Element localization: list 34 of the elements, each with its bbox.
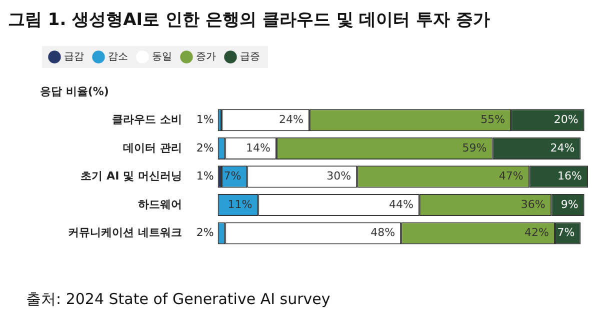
data-label: 7%: [224, 170, 242, 183]
legend-label: 증가: [196, 52, 216, 63]
legend-label: 감소: [108, 52, 128, 63]
data-label: 59%: [462, 141, 487, 154]
legend-label: 급증: [240, 52, 260, 63]
data-label: 20%: [554, 113, 578, 126]
y-tick-label: 커뮤니케이션 네트워크: [68, 226, 182, 240]
legend-label: 급감: [64, 52, 84, 63]
data-label: 1%: [196, 113, 214, 126]
y-tick-label: 하드웨어: [138, 198, 182, 211]
data-label: 24%: [279, 113, 304, 126]
data-label: 1%: [196, 170, 214, 183]
y-tick-label: 초기 AI 및 머신러닝: [80, 170, 182, 183]
data-label: 24%: [550, 141, 575, 154]
data-label: 55%: [480, 113, 506, 126]
data-label: 14%: [246, 141, 270, 154]
y-axis-title: 응답 비율(%): [40, 84, 109, 98]
source-note: 출처: 2024 State of Generative AI survey: [26, 290, 330, 309]
data-label: 30%: [326, 170, 352, 183]
data-label: 7%: [557, 226, 575, 240]
data-label: 9%: [560, 198, 578, 211]
data-label: 48%: [370, 226, 396, 240]
data-label: 11%: [228, 198, 252, 211]
data-label: 36%: [520, 198, 546, 211]
data-label: 2%: [196, 141, 214, 154]
chart-title: 그림 1. 생성형AI로 인한 은행의 클라우드 및 데이터 투자 증가: [8, 9, 490, 31]
data-label: 2%: [196, 226, 214, 240]
data-label: 42%: [524, 226, 550, 240]
data-label: 47%: [498, 170, 524, 183]
data-label: 16%: [558, 170, 582, 183]
legend-label: 동일: [152, 52, 172, 63]
y-tick-label: 클라우드 소비: [112, 113, 182, 126]
data-label: 44%: [388, 198, 414, 211]
y-tick-label: 데이터 관리: [122, 141, 182, 154]
